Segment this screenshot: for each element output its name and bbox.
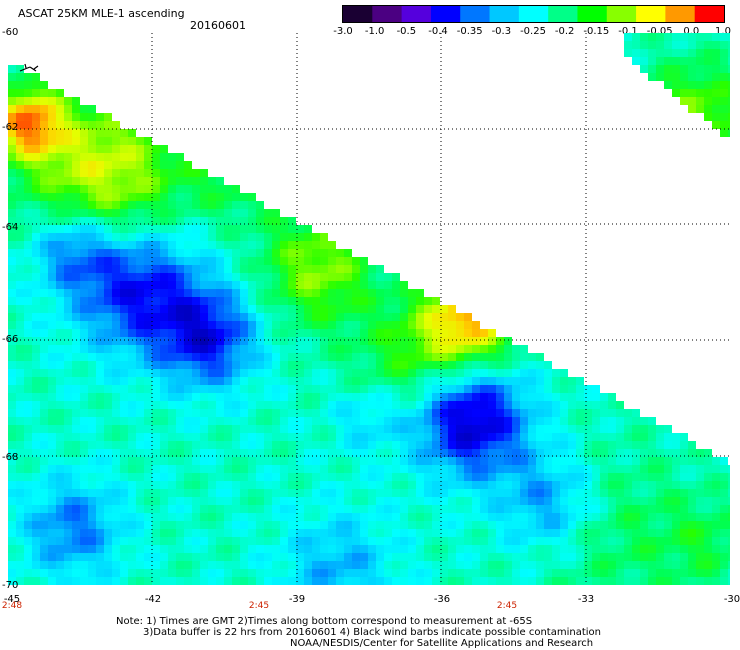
latitude-label: -70 — [2, 580, 19, 591]
colorbar-swatch — [694, 6, 724, 22]
colorbar-swatch — [518, 6, 549, 22]
colorbar-tick-label: -0.2 — [554, 26, 575, 37]
colorbar-tick-label: -0.3 — [491, 26, 512, 37]
time-label: 2:48 — [1, 601, 23, 611]
note-line-1: Note: 1) Times are GMT 2)Times along bot… — [116, 616, 533, 627]
colorbar-swatch — [343, 6, 373, 22]
colorbar-swatch — [606, 6, 637, 22]
latitude-label: -66 — [2, 334, 19, 345]
chart-title: ASCAT 25KM MLE-1 ascending — [18, 7, 185, 20]
colorbar-tick-label: -0.4 — [428, 26, 448, 37]
latitude-label: -64 — [2, 222, 19, 233]
wind-barb — [19, 63, 39, 72]
wind-field — [8, 33, 730, 585]
chart-date: 20160601 — [190, 19, 246, 32]
latitude-label: -60 — [2, 27, 19, 38]
note-line-3: NOAA/NESDIS/Center for Satellite Applica… — [290, 638, 594, 649]
colorbar-swatch — [430, 6, 461, 22]
map-plot — [8, 33, 730, 585]
colorbar-swatch — [460, 6, 491, 22]
longitude-label: -39 — [288, 594, 306, 605]
colorbar-tick-label: -1.0 — [364, 26, 385, 37]
colorbar-tick-label: 0.0 — [683, 26, 700, 37]
colorbar-swatch — [489, 6, 520, 22]
colorbar-swatch — [577, 6, 608, 22]
longitude-label: -30 — [723, 594, 740, 605]
latitude-label: -68 — [2, 452, 19, 463]
colorbar-tick-label: -0.05 — [646, 26, 673, 37]
time-label: 2:45 — [496, 601, 518, 611]
graticule — [8, 33, 730, 585]
note-line-2: 3)Data buffer is 22 hrs from 20160601 4)… — [143, 627, 601, 638]
longitude-label: -36 — [433, 594, 451, 605]
colorbar-tick-label: -0.5 — [396, 26, 417, 37]
longitude-label: -33 — [577, 594, 595, 605]
colorbar — [342, 5, 725, 23]
colorbar-swatch — [372, 6, 403, 22]
time-label: 2:45 — [248, 601, 270, 611]
longitude-label: -45 — [3, 594, 21, 605]
colorbar-swatch — [665, 6, 696, 22]
colorbar-tick-label: -3.0 — [333, 26, 353, 37]
colorbar-tick-label: -0.35 — [456, 26, 483, 37]
colorbar-tick-label: -0.15 — [583, 26, 610, 37]
colorbar-tick-label: -0.1 — [618, 26, 638, 37]
longitude-label: -42 — [144, 594, 162, 605]
colorbar-swatch — [401, 6, 432, 22]
colorbar-swatch — [636, 6, 666, 22]
colorbar-swatch — [548, 6, 579, 22]
colorbar-tick-label: 1.0 — [715, 26, 731, 37]
colorbar-tick-label: -0.25 — [520, 26, 546, 37]
latitude-label: -62 — [2, 122, 19, 133]
